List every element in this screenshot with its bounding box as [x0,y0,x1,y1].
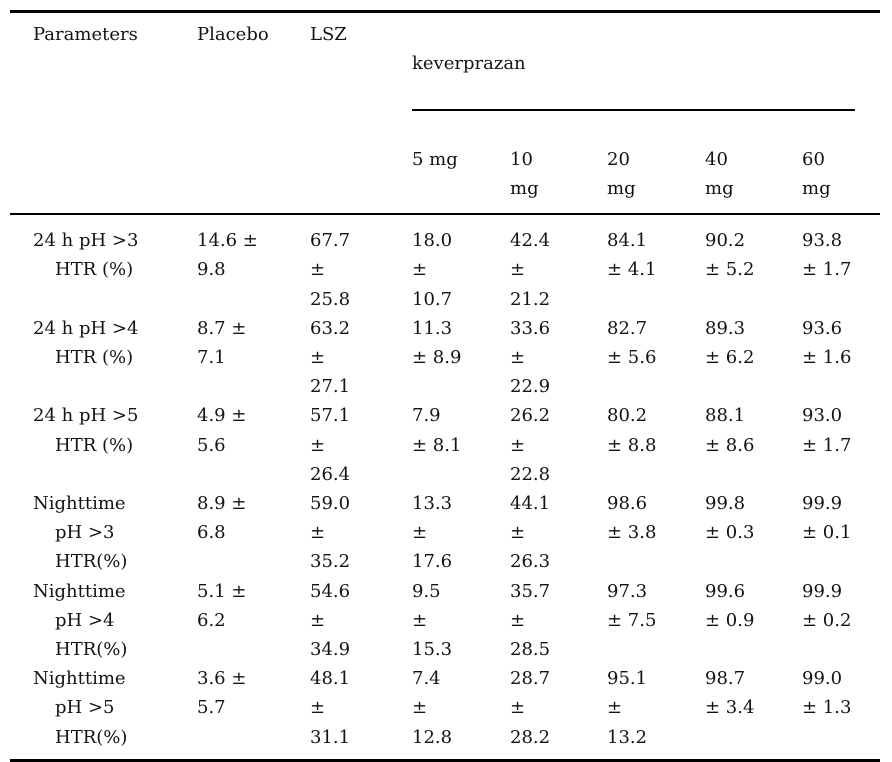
cell-parameter: 24 h pH >3 HTR (%) [33,230,139,281]
cell-placebo: 3.6 ± 5.7 [197,668,247,719]
cell-kev-40mg: 99.6 ± 0.9 [705,580,755,631]
column-header-lsz: LSZ [300,11,402,216]
cell-lsz: 67.7 ± 25.8 [310,230,351,310]
cell-kev-20mg: 82.7 ± 5.6 [607,317,657,369]
cell-parameter: Nighttime pH >4 HTR(%) [33,580,128,661]
page: { "table": { "header": { "parameters_lab… [10,10,881,762]
cell-placebo: 8.9 ± 6.8 [197,493,247,544]
cell-kev-60mg: 99.0 ± 1.3 [802,668,852,719]
cell-parameter: Nighttime pH >5 HTR(%) [33,668,128,748]
cell-kev-60mg: 93.0 ± 1.7 [802,405,852,456]
cell-kev-20mg: 80.2 ± 8.8 [607,405,657,456]
cell-kev-10mg: 35.7 ± 28.5 [510,580,551,661]
cell-placebo: 14.6 ± 9.8 [197,230,258,281]
column-header-parameters: Parameters [10,11,187,216]
ph-htr-results-table: Parameters Placebo LSZ keverprazan 5 mg … [10,10,881,762]
cell-kev-20mg: 98.6 ± 3.8 [607,493,657,544]
cell-kev-60mg: 93.6 ± 1.6 [802,317,852,369]
cell-kev-10mg: 26.2 ± 22.8 [510,405,551,485]
column-header-dose-60mg: 60 mg [792,139,881,216]
cell-parameter: 24 h pH >4 HTR (%) [33,317,139,369]
ph-htr-results-table-wrap: Parameters Placebo LSZ keverprazan 5 mg … [10,10,881,762]
cell-kev-5mg: 7.4 ± 12.8 [412,668,453,748]
cell-kev-40mg: 90.2 ± 5.2 [705,230,755,281]
cell-kev-5mg: 7.9 ± 8.1 [412,405,462,456]
cell-kev-5mg: 9.5 ± 15.3 [412,580,453,661]
header-row-doses: 5 mg 10 mg 20 mg 40 mg 60 mg [10,139,881,216]
cell-lsz: 59.0 ± 35.2 [310,493,351,573]
cell-lsz: 54.6 ± 34.9 [310,580,351,661]
table-row: Nighttime pH >4 HTR(%) 5.1 ± 6.2 54.6 ± … [10,577,880,665]
cell-kev-60mg: 99.9 ± 0.1 [802,493,852,544]
cell-lsz: 57.1 ± 26.4 [310,405,351,485]
cell-parameter: 24 h pH >5 HTR (%) [33,405,139,456]
keverprazan-spanner-rule [412,108,856,111]
table-row: 24 h pH >5 HTR (%) 4.9 ± 5.6 57.1 ± 26.4… [10,401,880,489]
table-row: Nighttime pH >3 HTR(%) 8.9 ± 6.8 59.0 ± … [10,489,880,577]
column-header-placebo: Placebo [187,11,300,216]
cell-kev-60mg: 99.9 ± 0.2 [802,580,852,631]
cell-kev-40mg: 89.3 ± 6.2 [705,317,755,369]
cell-kev-10mg: 42.4 ± 21.2 [510,230,551,310]
cell-kev-40mg: 99.8 ± 0.3 [705,493,755,544]
cell-kev-40mg: 88.1 ± 8.6 [705,405,755,456]
cell-kev-20mg: 95.1 ± 13.2 [607,668,648,748]
cell-placebo: 8.7 ± 7.1 [197,317,247,369]
cell-kev-10mg: 33.6 ± 22.9 [510,317,551,398]
cell-kev-5mg: 18.0 ± 10.7 [412,230,453,310]
cell-kev-5mg: 13.3 ± 17.6 [412,493,453,573]
cell-kev-60mg: 93.8 ± 1.7 [802,230,852,281]
table-row: 24 h pH >4 HTR (%) 8.7 ± 7.1 63.2 ± 27.1… [10,314,880,402]
group-header-keverprazan: keverprazan [402,12,880,140]
table-row: Nighttime pH >5 HTR(%) 3.6 ± 5.7 48.1 ± … [10,664,880,760]
cell-kev-20mg: 97.3 ± 7.5 [607,580,657,631]
header-row-top: Parameters Placebo LSZ keverprazan [10,11,880,216]
table-row: 24 h pH >3 HTR (%) 14.6 ± 9.8 67.7 ± 25.… [10,214,880,314]
group-header-keverprazan-label: keverprazan [412,53,526,75]
cell-kev-20mg: 84.1 ± 4.1 [607,230,657,281]
cell-kev-10mg: 44.1 ± 26.3 [510,493,551,573]
column-header-dose-40mg: 40 mg [695,139,792,216]
cell-lsz: 48.1 ± 31.1 [310,668,351,748]
cell-placebo: 4.9 ± 5.6 [197,405,247,456]
column-header-dose-20mg: 20 mg [597,139,695,216]
cell-lsz: 63.2 ± 27.1 [310,317,351,398]
cell-parameter: Nighttime pH >3 HTR(%) [33,493,128,573]
column-header-dose-5mg: 5 mg [402,139,500,216]
cell-placebo: 5.1 ± 6.2 [197,580,247,631]
column-header-dose-10mg: 10 mg [500,139,597,216]
cell-kev-5mg: 11.3 ± 8.9 [412,317,462,369]
cell-kev-40mg: 98.7 ± 3.4 [705,668,755,719]
cell-kev-10mg: 28.7 ± 28.2 [510,668,551,748]
